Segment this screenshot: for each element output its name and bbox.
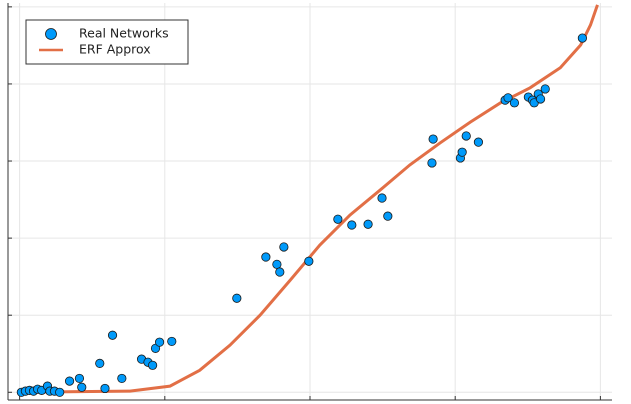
point (232, 293, 242, 303)
point (347, 220, 357, 230)
point (457, 147, 467, 157)
legend-label: ERF Approx (79, 42, 151, 57)
point (509, 98, 520, 108)
point (363, 219, 373, 229)
point (167, 336, 177, 347)
point (261, 252, 271, 262)
point (427, 158, 437, 168)
point (148, 360, 158, 370)
legend-label: Real Networks (79, 26, 169, 41)
point (154, 337, 165, 347)
point (383, 211, 393, 221)
point (333, 214, 343, 224)
point (74, 373, 85, 384)
point (304, 256, 314, 266)
legend-box (25, 19, 189, 65)
point (503, 93, 513, 103)
point (95, 358, 105, 368)
point (540, 84, 550, 94)
point (55, 387, 65, 397)
point (107, 330, 118, 340)
point (377, 193, 387, 203)
point (64, 376, 75, 386)
point (100, 383, 110, 394)
point (77, 382, 87, 392)
erf-line (19, 4, 599, 394)
point (275, 267, 285, 277)
legend-marker (45, 28, 57, 40)
point (428, 134, 438, 144)
point (473, 137, 484, 147)
point (461, 131, 471, 141)
point (279, 242, 289, 252)
point (117, 373, 127, 384)
point (535, 94, 546, 104)
point (577, 33, 587, 43)
point (272, 259, 282, 269)
